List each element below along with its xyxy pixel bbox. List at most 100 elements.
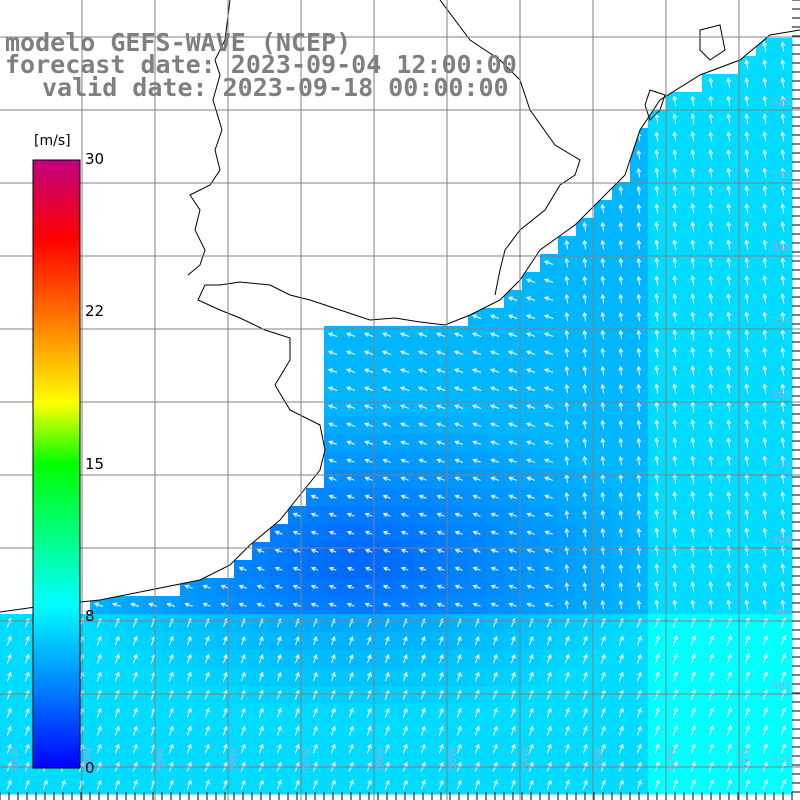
wind-vector bbox=[672, 491, 678, 502]
wind-vector bbox=[708, 581, 714, 592]
wind-vector bbox=[328, 458, 337, 463]
wind-vector bbox=[564, 582, 570, 592]
wind-vector bbox=[672, 329, 678, 340]
wind-vector bbox=[345, 350, 356, 355]
wind-vector bbox=[346, 602, 355, 608]
wind-vector bbox=[508, 530, 517, 536]
wind-vector bbox=[528, 653, 534, 664]
wind-vector bbox=[726, 689, 732, 701]
wind-vector bbox=[564, 365, 570, 376]
wind-vector bbox=[690, 743, 696, 755]
wind-vector bbox=[346, 512, 355, 518]
wind-vector bbox=[418, 476, 427, 482]
wind-vector bbox=[402, 671, 408, 682]
wind-vector bbox=[618, 527, 624, 538]
wind-vector bbox=[528, 707, 534, 718]
wind-vector bbox=[654, 185, 660, 196]
wind-vector bbox=[708, 311, 714, 322]
wind-vector bbox=[618, 401, 624, 412]
wind-vector bbox=[726, 275, 732, 286]
wind-vector bbox=[402, 725, 408, 736]
wind-vector bbox=[636, 491, 642, 502]
wind-vector bbox=[400, 584, 409, 590]
wind-vector bbox=[564, 689, 570, 700]
wind-vector bbox=[780, 437, 786, 448]
latitude-label: 38S bbox=[772, 535, 791, 546]
wind-vector bbox=[240, 779, 246, 790]
wind-vector bbox=[726, 167, 732, 178]
wind-vector bbox=[526, 440, 536, 445]
wind-vector bbox=[544, 512, 553, 517]
wind-vector bbox=[222, 743, 228, 754]
wind-vector bbox=[690, 239, 696, 250]
wind-vector bbox=[402, 743, 408, 754]
wind-vector bbox=[744, 167, 750, 178]
wind-vector bbox=[276, 743, 282, 754]
wind-vector bbox=[672, 599, 678, 610]
wind-vector bbox=[762, 581, 768, 592]
wind-vector bbox=[492, 653, 498, 664]
wind-vector bbox=[508, 566, 517, 572]
wind-vector bbox=[363, 350, 374, 355]
wind-vector bbox=[618, 311, 624, 322]
wind-vector bbox=[618, 671, 624, 682]
wind-vector bbox=[456, 653, 462, 664]
wind-vector bbox=[367, 636, 372, 646]
wind-vector bbox=[726, 599, 732, 610]
wind-vector bbox=[708, 419, 714, 430]
wind-vector bbox=[363, 368, 374, 373]
wind-vector bbox=[780, 509, 786, 520]
wind-vector bbox=[708, 257, 714, 268]
wind-vector bbox=[274, 530, 283, 536]
wind-vector bbox=[418, 584, 427, 590]
wind-vector bbox=[708, 203, 714, 214]
wind-vector bbox=[744, 491, 750, 502]
wind-vector bbox=[582, 689, 588, 700]
wind-vector bbox=[654, 725, 660, 737]
wind-vector bbox=[672, 149, 678, 160]
wind-vector bbox=[780, 167, 786, 178]
wind-vector bbox=[258, 743, 264, 754]
wind-vector bbox=[348, 707, 354, 718]
wind-vector bbox=[330, 725, 336, 736]
wind-vector bbox=[726, 455, 732, 466]
wind-vector bbox=[312, 725, 318, 736]
river-uruguay-border bbox=[187, 0, 231, 276]
wind-vector bbox=[456, 779, 462, 790]
wind-vector bbox=[526, 458, 536, 463]
wind-vector bbox=[744, 635, 750, 647]
wind-vector bbox=[780, 203, 786, 214]
wind-vector bbox=[132, 635, 138, 646]
wind-vector bbox=[366, 779, 372, 790]
wind-vector bbox=[672, 383, 678, 394]
wind-vector bbox=[526, 602, 535, 607]
wind-vector bbox=[310, 530, 319, 536]
wind-vector bbox=[672, 725, 678, 737]
wind-vector bbox=[744, 563, 750, 574]
wind-vector bbox=[148, 602, 157, 607]
longitude-label: 58W bbox=[229, 747, 240, 770]
wind-vector bbox=[310, 548, 319, 554]
wind-vector bbox=[564, 725, 570, 736]
wind-vector bbox=[436, 476, 445, 482]
wind-vector bbox=[582, 635, 588, 646]
colorbar bbox=[32, 159, 81, 769]
wind-vector bbox=[762, 41, 768, 52]
latitude-label: 33S bbox=[772, 170, 791, 181]
wind-vector bbox=[276, 725, 282, 736]
wind-vector bbox=[402, 689, 408, 700]
wind-vector bbox=[780, 455, 786, 466]
wind-vector bbox=[364, 584, 373, 590]
wind-vector bbox=[744, 527, 750, 538]
wind-vector bbox=[762, 419, 768, 430]
wind-vector bbox=[690, 113, 696, 124]
wind-vector bbox=[600, 725, 606, 736]
wind-vector bbox=[472, 512, 481, 518]
wind-vector bbox=[600, 527, 606, 538]
wind-vector bbox=[762, 221, 768, 232]
wind-vector bbox=[564, 528, 570, 538]
wind-vector bbox=[489, 332, 500, 337]
wind-vector bbox=[438, 689, 444, 700]
wind-vector bbox=[654, 239, 660, 250]
wind-vector bbox=[762, 149, 768, 160]
